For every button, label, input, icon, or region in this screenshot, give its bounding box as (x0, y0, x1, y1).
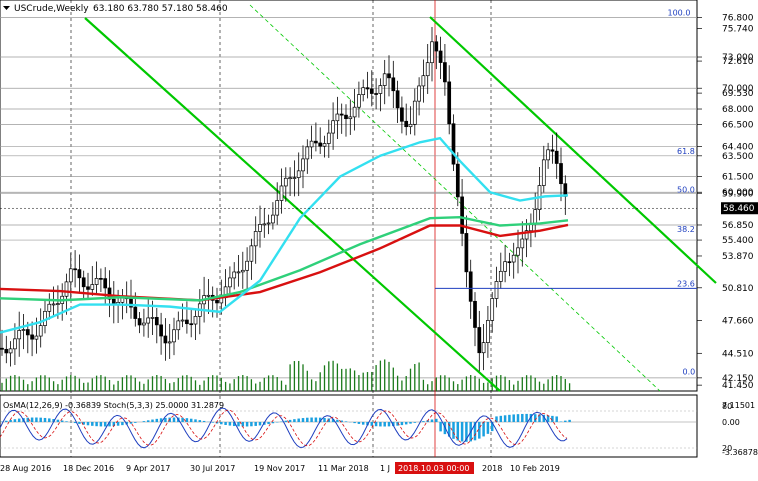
indicator-label: OsMA(12,26,9) -0.36839 Stoch(5,3,3) 25.0… (3, 401, 224, 410)
stoch-main-line (0, 407, 568, 449)
price-label-17: 47.660 (722, 317, 754, 327)
time-axis: 28 Aug 2016 18 Dec 2016 9 Apr 2017 30 Jul 2… (0, 462, 560, 474)
price-label-7: 66.500 (722, 121, 754, 131)
price-label-14: 55.400 (722, 236, 754, 246)
time-label-4: 19 Nov 2017 (254, 464, 305, 473)
fib-label-5: 0.0 (683, 367, 696, 376)
time-label-5: 11 Mar 2018 (318, 464, 369, 473)
price-label-5: 69.530 (722, 89, 754, 99)
fibonacci-levels: 100.0 61.8 50.0 38.2 23.6 0.0 (435, 9, 697, 376)
time-label-1: 18 Dec 2016 (63, 464, 114, 473)
price-label-9: 63.500 (722, 152, 754, 162)
price-label-3: 72.610 (722, 57, 754, 67)
time-label-8: 10 Feb 2019 (510, 464, 560, 473)
price-level-lines (0, 17, 697, 379)
price-label-1: 75.740 (722, 25, 754, 35)
highlighted-date-box (395, 462, 474, 474)
indicator-scale-1: 7.11501 (722, 401, 755, 410)
price-label-10: 61.500 (722, 173, 754, 183)
indicator-scale-0: 80 (722, 402, 732, 411)
fib-label-0: 100.0 (668, 9, 691, 18)
ma-green-line (0, 215, 569, 302)
channel-upper-line (429, 16, 717, 284)
price-label-16: 50.810 (722, 284, 754, 294)
price-label-11: 60.000 (722, 188, 754, 198)
price-label-19: 42.150 (722, 374, 754, 384)
time-label-6: 1 J (380, 464, 390, 473)
indicator-scale-3: 20 (722, 444, 732, 453)
current-price-box (721, 202, 758, 215)
price-label-18: 44.510 (722, 349, 754, 359)
symbol-label: USCrude,Weekly (14, 4, 89, 14)
indicator-area (0, 394, 698, 458)
price-label-4: 70.000 (722, 84, 754, 94)
volume-bars (1, 359, 571, 391)
candlestick-series (0, 26, 568, 372)
price-label-6: 68.000 (722, 105, 754, 115)
dropdown-triangle-icon[interactable] (3, 6, 10, 10)
channel-mid-line (249, 4, 661, 392)
price-label-20: 41.450 (722, 381, 754, 391)
price-label-0: 76.800 (722, 14, 754, 24)
price-label-13: 56.850 (722, 221, 754, 231)
price-label-2: 73.000 (722, 53, 754, 63)
channel-lower-line (84, 17, 501, 392)
current-price-label: 58.460 (723, 204, 755, 214)
indicator-scale-4: -3.36878 (722, 448, 758, 457)
ma-red-line (0, 223, 569, 302)
chart-header: USCrude,Weekly 63.180 63.780 57.180 58.4… (3, 4, 228, 14)
fib-label-3: 38.2 (677, 225, 695, 234)
indicator-scale-2: 0.00 (722, 418, 740, 427)
ma-cyan-line (0, 136, 569, 334)
time-label-0: 28 Aug 2016 (0, 464, 51, 473)
price-label-8: 64.400 (722, 142, 754, 152)
fib-label-2: 50.0 (677, 185, 695, 194)
stoch-signal-line (0, 409, 568, 447)
time-label-3: 30 Jul 2017 (190, 464, 235, 473)
price-label-12: 59.900 (722, 189, 754, 199)
time-label-7: 2018 (482, 464, 502, 473)
main-chart-area (0, 0, 698, 392)
fib-label-4: 23.6 (677, 279, 695, 288)
moving-averages (0, 136, 569, 334)
price-label-15: 53.870 (722, 252, 754, 262)
highlighted-date-label: 2018.10.03 00:00 (398, 464, 469, 473)
fib-label-1: 61.8 (677, 147, 695, 156)
oscillator-panel: 807.11501 0.00 20-3.36878 (0, 401, 758, 457)
ohlc-label: 63.180 63.780 57.180 58.460 (93, 4, 228, 14)
trend-channel-lines (84, 4, 717, 392)
time-label-2: 9 Apr 2017 (126, 464, 170, 473)
